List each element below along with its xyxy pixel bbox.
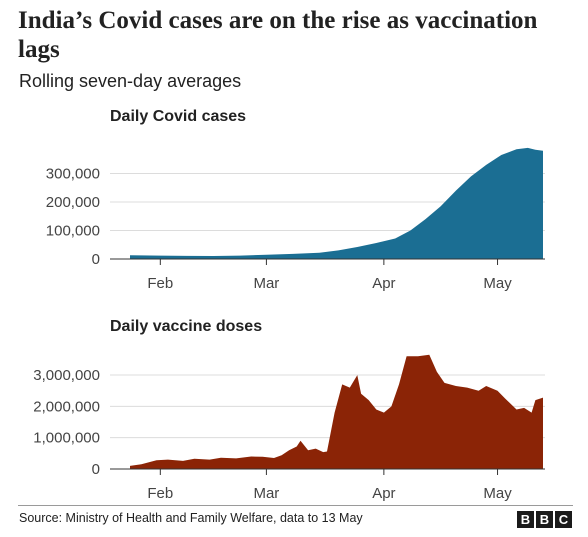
chart-title: India’s Covid cases are on the rise as v…	[18, 7, 538, 63]
y-tick-label: 2,000,000	[33, 398, 100, 415]
series-area	[130, 354, 543, 469]
y-tick-label: 0	[92, 251, 100, 268]
y-tick-label: 100,000	[46, 223, 100, 240]
series-area	[130, 147, 543, 259]
x-tick-label: May	[483, 275, 512, 292]
x-tick-label: May	[483, 485, 512, 502]
panel-title: Daily vaccine doses	[110, 318, 262, 335]
y-tick-label: 0	[92, 461, 100, 478]
bbc-logo-letter: B	[517, 511, 534, 528]
x-tick-label: Mar	[253, 485, 279, 502]
x-tick-label: Apr	[372, 485, 395, 502]
panel-title: Daily Covid cases	[110, 108, 246, 125]
chart-subtitle: Rolling seven-day averages	[19, 71, 242, 91]
bbc-logo-letter: C	[555, 511, 572, 528]
bbc-logo-letter: B	[536, 511, 553, 528]
x-tick-label: Mar	[253, 275, 279, 292]
y-tick-label: 300,000	[46, 166, 100, 183]
y-tick-label: 200,000	[46, 194, 100, 211]
x-tick-label: Feb	[147, 275, 173, 292]
x-tick-label: Apr	[372, 275, 395, 292]
bbc-logo: B B C	[517, 511, 572, 528]
source-note: Source: Ministry of Health and Family We…	[19, 511, 363, 525]
footer-divider	[18, 505, 573, 506]
y-tick-label: 1,000,000	[33, 430, 100, 447]
x-tick-label: Feb	[147, 485, 173, 502]
y-tick-label: 3,000,000	[33, 367, 100, 384]
